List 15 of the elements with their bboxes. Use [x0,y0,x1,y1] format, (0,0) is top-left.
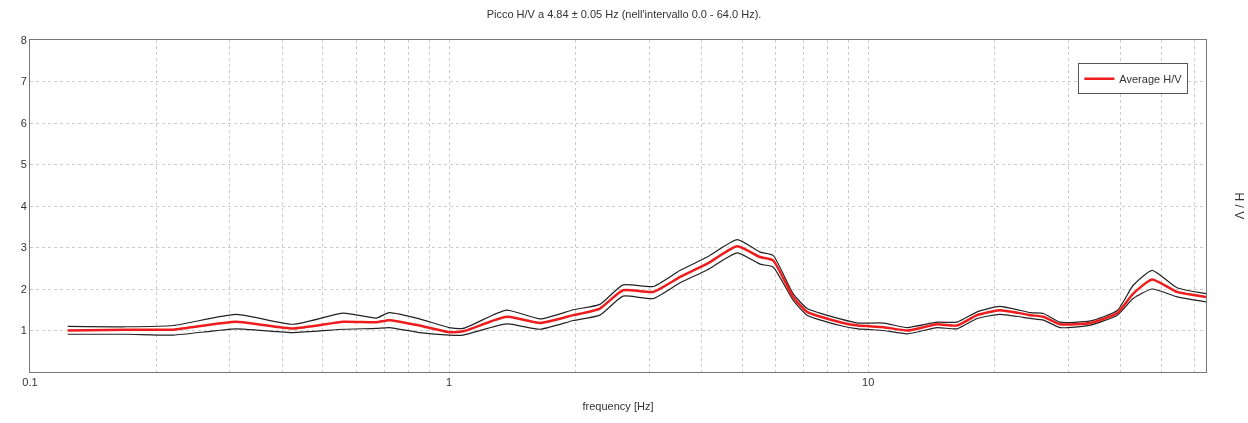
chart-title: Picco H/V a 4.84 ± 0.05 Hz (nell'intervallo 0.0 - 64.0 Hz). [486,8,762,21]
y-tick-label: 7 [20,75,27,88]
x-tick-label: 10 [862,376,875,389]
y-axis-title: H / V [1231,192,1246,220]
y-tick-label: 8 [20,33,27,46]
y-tick-label: 3 [20,241,27,254]
x-tick-label: 0.1 [22,376,38,389]
y-tick-label: 1 [20,324,27,337]
y-tick-label: 4 [20,199,27,212]
x-axis-title: frequency [Hz] [582,400,654,413]
x-tick-label: 1 [446,376,453,389]
y-tick-label: 2 [20,282,27,295]
y-tick-label: 5 [20,158,27,171]
y-tick-label: 6 [20,116,27,129]
legend-label: Average H/V [1119,73,1183,86]
